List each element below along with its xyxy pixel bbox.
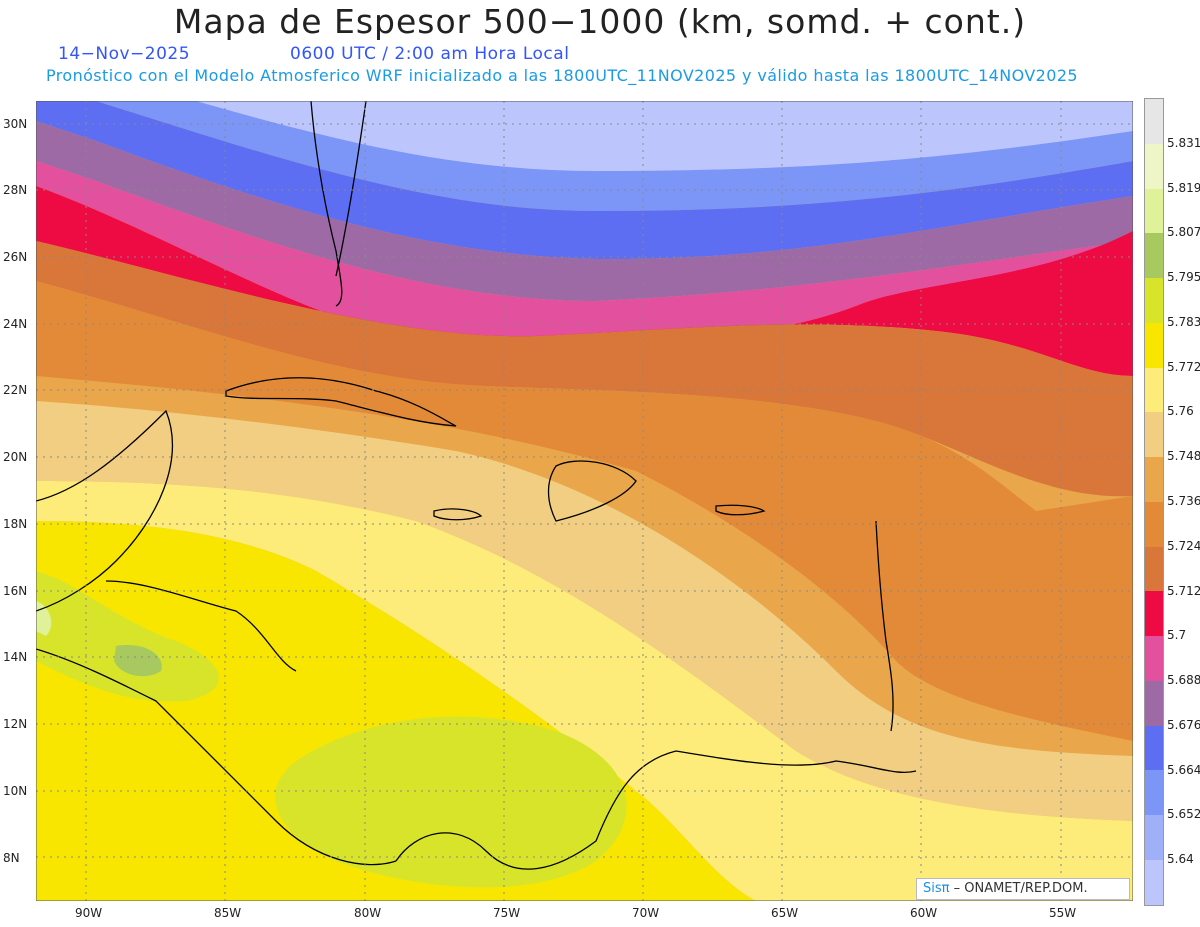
colorbar-swatch [1145,770,1163,816]
latitude-label: 20N [3,450,28,464]
colorbar-swatch [1145,143,1163,189]
colorbar-swatch [1145,725,1163,771]
latitude-label: 28N [3,183,28,197]
thickness-map[interactable] [36,101,1133,901]
band-5760 [36,481,1133,901]
band-5748-lighter [36,401,1133,821]
latitude-label: 30N [3,117,28,131]
band-5795-patch [114,645,162,677]
colorbar-swatch [1145,99,1163,144]
colorbar-swatch [1145,457,1163,502]
credit-label: Sisπ – ONAMET/REP.DOM. [916,878,1130,900]
longitude-label: 90W [75,906,103,920]
band-5712 [36,241,1133,497]
longitude-label: 65W [771,906,799,920]
band-5724 [36,281,1133,741]
latitude-label: 10N [3,784,28,798]
map-canvas [36,101,1133,901]
colorbar-label: 5.831 [1167,135,1200,150]
colorbar-swatch [1145,367,1163,413]
band-5676 [36,121,1133,301]
colorbar-label: 5.676 [1167,717,1200,732]
latitude-label: 22N [3,383,28,397]
latitude-label: 26N [3,250,28,264]
sispi-logo: Sisπ [923,881,950,896]
band-5664 [36,101,1133,260]
colorbar-swatch [1145,546,1163,592]
band-5783-west [36,571,219,702]
colorbar-label: 5.772 [1167,359,1200,374]
coastlines [36,101,917,870]
latitude-label: 8N [3,851,20,865]
latitude-label: 18N [3,517,28,531]
colorbar-label: 5.7 [1167,628,1187,643]
latitude-label: 14N [3,650,28,664]
longitude-label: 85W [214,906,242,920]
colorbar-label: 5.748 [1167,449,1200,464]
colorbar-swatch [1145,860,1163,905]
latitude-label: 24N [3,317,28,331]
colorbar-swatch [1145,233,1163,279]
graticule [36,101,1133,901]
colorbar [1144,98,1164,906]
colorbar-label: 5.783 [1167,314,1200,329]
forecast-time: 0600 UTC / 2:00 am Hora Local [290,44,570,64]
forecast-date: 14−Nov−2025 [58,44,191,64]
band-5640 [196,101,1133,171]
latitude-label: 16N [3,584,28,598]
colorbar-label: 5.688 [1167,673,1200,688]
band-5688 [36,161,1133,346]
colorbar-label: 5.807 [1167,225,1200,240]
colorbar-swatch [1145,680,1163,726]
colorbar-label: 5.795 [1167,270,1200,285]
longitude-label: 80W [354,906,382,920]
colorbar-swatch [1145,412,1163,458]
colorbar-swatch [1145,188,1163,234]
longitude-label: 60W [910,906,938,920]
longitude-label: 70W [632,906,660,920]
colorbar-swatch [1145,322,1163,368]
colorbar-label: 5.76 [1167,404,1194,419]
model-info-line: Pronóstico con el Modelo Atmosferico WRF… [46,66,1078,85]
latitude-label: 12N [3,717,28,731]
map-title: Mapa de Espesor 500−1000 (km, somd. + co… [173,2,1027,41]
colorbar-label: 5.724 [1167,538,1200,553]
colorbar-swatch [1145,501,1163,547]
colorbar-swatch [1145,636,1163,681]
band-5783-patch [275,716,627,888]
longitude-label: 55W [1049,906,1077,920]
colorbar-swatch [1145,591,1163,637]
colorbar-label: 5.712 [1167,583,1200,598]
colorbar-label: 5.64 [1167,852,1194,867]
longitude-label: 75W [493,906,521,920]
colorbar-swatch [1145,815,1163,861]
colorbar-swatch [1145,278,1163,323]
credit-text: – ONAMET/REP.DOM. [949,881,1088,896]
colorbar-label: 5.736 [1167,494,1200,508]
colorbar-label: 5.664 [1167,762,1200,777]
colorbar-label: 5.652 [1167,807,1200,822]
colorbar-label: 5.819 [1167,180,1200,195]
